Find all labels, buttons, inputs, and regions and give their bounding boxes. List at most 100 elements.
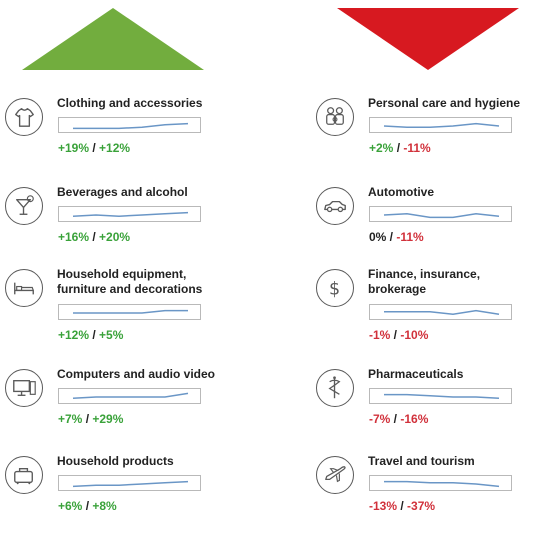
category-item: $ Finance, insurance, brokerage -1% / -10% bbox=[316, 267, 550, 347]
change-value-b: -16% bbox=[400, 412, 429, 426]
change-separator: / bbox=[82, 412, 93, 426]
category-label: Finance, insurance, brokerage bbox=[368, 267, 550, 297]
change-separator: / bbox=[386, 230, 397, 244]
category-item: Personal care and hygiene +2% / -11% bbox=[316, 96, 550, 176]
category-label-line: Beverages and alcohol bbox=[57, 185, 188, 199]
change-values: +19% / +12% bbox=[58, 141, 130, 155]
category-item: Pharmaceuticals -7% / -16% bbox=[316, 367, 550, 447]
category-item: Travel and tourism -13% / -37% bbox=[316, 454, 550, 534]
change-value-a: +6% bbox=[58, 499, 83, 513]
dollar-icon: $ bbox=[316, 269, 354, 307]
family-icon bbox=[316, 98, 354, 136]
change-separator: / bbox=[89, 328, 100, 342]
sparkline-series bbox=[73, 309, 188, 314]
category-label-line: Travel and tourism bbox=[368, 454, 475, 468]
decrease-arrow-icon bbox=[337, 8, 519, 70]
sparkline-series bbox=[73, 122, 189, 130]
trend-sparkline bbox=[369, 304, 512, 320]
change-values: +6% / +8% bbox=[58, 499, 117, 513]
suitcase-icon bbox=[5, 456, 43, 494]
change-separator: / bbox=[397, 499, 408, 513]
change-values: +12% / +5% bbox=[58, 328, 123, 342]
sparkline-series bbox=[383, 122, 500, 128]
sparkline-series bbox=[383, 213, 500, 219]
trend-sparkline bbox=[58, 304, 201, 320]
change-separator: / bbox=[89, 230, 100, 244]
category-item: Automotive 0% / -11% bbox=[316, 185, 550, 265]
trend-sparkline bbox=[369, 388, 512, 404]
increase-arrow-icon bbox=[22, 8, 204, 70]
change-value-b: +29% bbox=[92, 412, 124, 426]
change-separator: / bbox=[82, 499, 93, 513]
change-value-b: +5% bbox=[99, 328, 124, 342]
category-label-line: Pharmaceuticals bbox=[368, 367, 464, 381]
category-label: Household equipment, furniture and decora… bbox=[57, 267, 247, 297]
category-item: Beverages and alcohol +16% / +20% bbox=[5, 185, 245, 265]
category-label: Household products bbox=[57, 454, 247, 469]
change-value-b: -37% bbox=[407, 499, 436, 513]
category-label-line: Clothing and accessories bbox=[57, 96, 203, 110]
category-label-line: Finance, insurance, bbox=[368, 267, 481, 281]
change-value-a: -13% bbox=[369, 499, 398, 513]
trend-sparkline bbox=[58, 388, 201, 404]
change-value-b: -10% bbox=[400, 328, 429, 342]
category-item: Household products +6% / +8% bbox=[5, 454, 245, 534]
category-label: Pharmaceuticals bbox=[368, 367, 550, 382]
trend-sparkline bbox=[369, 475, 512, 491]
change-separator: / bbox=[390, 328, 401, 342]
change-value-a: -7% bbox=[369, 412, 391, 426]
change-separator: / bbox=[393, 141, 404, 155]
change-values: +16% / +20% bbox=[58, 230, 130, 244]
change-values: +7% / +29% bbox=[58, 412, 123, 426]
change-value-a: +19% bbox=[58, 141, 90, 155]
computer-icon bbox=[5, 369, 43, 407]
trend-sparkline bbox=[58, 475, 201, 491]
category-label: Automotive bbox=[368, 185, 550, 200]
category-label-line: brokerage bbox=[368, 282, 427, 296]
sparkline-series bbox=[72, 480, 189, 488]
sparkline-series bbox=[72, 211, 189, 217]
sparkline-series bbox=[384, 480, 500, 488]
sparkline-series bbox=[384, 393, 500, 399]
car-icon bbox=[316, 187, 354, 225]
trend-sparkline bbox=[369, 206, 512, 222]
category-label: Computers and audio video bbox=[57, 367, 247, 382]
change-separator: / bbox=[89, 141, 100, 155]
category-item: Clothing and accessories +19% / +12% bbox=[5, 96, 245, 176]
tshirt-icon bbox=[5, 98, 43, 136]
change-value-a: +2% bbox=[369, 141, 394, 155]
change-value-b: +20% bbox=[99, 230, 131, 244]
category-label-line: Computers and audio video bbox=[57, 367, 216, 381]
category-label-line: Household equipment, bbox=[57, 267, 187, 281]
change-values: -7% / -16% bbox=[369, 412, 428, 426]
change-values: 0% / -11% bbox=[369, 230, 424, 244]
category-label-line: Automotive bbox=[368, 185, 434, 199]
category-item: Household equipment, furniture and decora… bbox=[5, 267, 245, 347]
cocktail-icon bbox=[5, 187, 43, 225]
bed-icon bbox=[5, 269, 43, 307]
change-value-b: -11% bbox=[396, 230, 424, 244]
category-item: Computers and audio video +7% / +29% bbox=[5, 367, 245, 447]
change-value-a: 0% bbox=[369, 230, 387, 244]
category-label-line: furniture and decorations bbox=[57, 282, 203, 296]
change-value-a: +12% bbox=[58, 328, 90, 342]
category-label: Personal care and hygiene bbox=[368, 96, 550, 111]
category-label-line: Personal care and hygiene bbox=[368, 96, 521, 110]
trend-sparkline bbox=[369, 117, 512, 133]
change-values: -13% / -37% bbox=[369, 499, 435, 513]
category-label: Beverages and alcohol bbox=[57, 185, 247, 200]
airplane-icon bbox=[316, 456, 354, 494]
sparkline-series bbox=[72, 392, 189, 399]
trend-sparkline bbox=[58, 117, 201, 133]
change-value-b: +12% bbox=[99, 141, 131, 155]
trend-sparkline bbox=[58, 206, 201, 222]
change-value-a: -1% bbox=[369, 328, 391, 342]
category-label: Clothing and accessories bbox=[57, 96, 247, 111]
svg-text:$: $ bbox=[329, 279, 340, 299]
change-value-b: +8% bbox=[92, 499, 117, 513]
change-values: +2% / -11% bbox=[369, 141, 431, 155]
change-value-a: +16% bbox=[58, 230, 90, 244]
change-value-a: +7% bbox=[58, 412, 83, 426]
change-values: -1% / -10% bbox=[369, 328, 428, 342]
